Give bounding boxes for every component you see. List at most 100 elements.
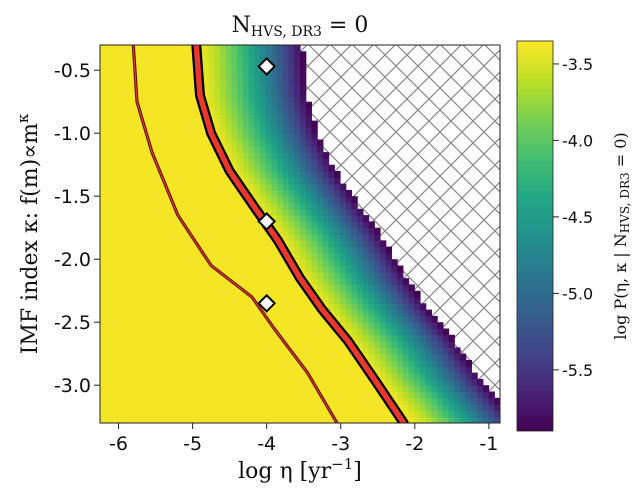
- heatmap-cell: [214, 378, 221, 386]
- heatmap-cell: [174, 290, 181, 298]
- heatmap-cell: [231, 51, 238, 59]
- heatmap-cell: [117, 183, 124, 191]
- heatmap-cell: [420, 353, 427, 361]
- heatmap-cell: [385, 303, 393, 311]
- heatmap-cell: [185, 171, 193, 178]
- heatmap-cell: [402, 290, 410, 298]
- heatmap-cell: [202, 284, 210, 292]
- heatmap-cell: [162, 120, 170, 128]
- heatmap-cell: [100, 70, 107, 78]
- heatmap-cell: [311, 126, 318, 134]
- heatmap-cell: [180, 82, 187, 90]
- heatmap-cell: [220, 278, 227, 285]
- heatmap-cell: [328, 234, 335, 241]
- heatmap-cell: [362, 234, 370, 241]
- heatmap-cell: [174, 416, 181, 423]
- heatmap-cell: [157, 404, 164, 411]
- heatmap-cell: [151, 391, 158, 399]
- heatmap-cell: [128, 133, 135, 141]
- heatmap-cell: [145, 57, 153, 65]
- heatmap-cell: [300, 133, 307, 141]
- heatmap-cell: [242, 139, 250, 147]
- heatmap-cell: [248, 322, 255, 330]
- heatmap-cell: [197, 360, 204, 367]
- heatmap-cell: [202, 246, 210, 254]
- heatmap-cell: [197, 353, 204, 361]
- heatmap-cell: [220, 196, 227, 204]
- heatmap-cell: [254, 158, 261, 166]
- heatmap-cell: [294, 234, 301, 241]
- heatmap-cell: [145, 152, 153, 159]
- heatmap-cell: [185, 347, 193, 355]
- heatmap-cell: [197, 215, 204, 222]
- heatmap-cell: [225, 366, 233, 374]
- heatmap-cell: [174, 202, 181, 210]
- heatmap-cell: [322, 378, 330, 386]
- heatmap-cell: [231, 208, 238, 216]
- heatmap-cell: [380, 372, 387, 380]
- heatmap-cell: [197, 234, 204, 241]
- heatmap-cell: [231, 221, 238, 229]
- heatmap-cell: [265, 126, 273, 134]
- heatmap-cell: [134, 208, 141, 216]
- heatmap-cell: [322, 183, 330, 191]
- heatmap-cell: [282, 63, 290, 71]
- heatmap-cell: [134, 196, 141, 204]
- heatmap-cell: [397, 303, 404, 311]
- heatmap-cell: [208, 164, 215, 172]
- heatmap-cell: [168, 240, 175, 248]
- heatmap-cell: [282, 76, 290, 84]
- heatmap-cell: [128, 416, 135, 423]
- heatmap-cell: [277, 95, 284, 103]
- heatmap-cell: [180, 177, 187, 185]
- marker-diamond: [257, 57, 277, 76]
- heatmap-cell: [322, 202, 330, 210]
- heatmap-cell: [214, 297, 221, 304]
- heatmap-cell: [408, 341, 415, 348]
- heatmap-cell: [214, 353, 221, 361]
- heatmap-cell: [265, 158, 273, 166]
- heatmap-cell: [145, 45, 153, 52]
- heatmap-cell: [237, 297, 244, 304]
- heatmap-cell: [345, 259, 353, 267]
- heatmap-cell: [345, 271, 353, 279]
- heatmap-cell: [122, 171, 130, 178]
- heatmap-cell: [248, 347, 255, 355]
- heatmap-cell: [294, 227, 301, 235]
- heatmap-cell: [208, 76, 215, 84]
- heatmap-cell: [385, 372, 393, 380]
- heatmap-cell: [105, 101, 113, 109]
- heatmap-cell: [334, 278, 341, 285]
- heatmap-cell: [448, 410, 455, 418]
- heatmap-cell: [260, 196, 267, 204]
- heatmap-cell: [242, 215, 250, 222]
- heatmap-cell: [162, 196, 170, 204]
- heatmap-cell: [351, 410, 358, 418]
- heatmap-cell: [300, 309, 307, 317]
- heatmap-cell: [168, 70, 175, 78]
- heatmap-cell: [277, 171, 284, 178]
- heatmap-cell: [122, 297, 130, 304]
- heatmap-cell: [180, 252, 187, 260]
- heatmap-cell: [254, 76, 261, 84]
- heatmap-cell: [317, 221, 324, 229]
- heatmap-cell: [425, 328, 433, 336]
- heatmap-cell: [140, 202, 147, 210]
- heatmap-cell: [128, 95, 135, 103]
- heatmap-cell: [380, 278, 387, 285]
- heatmap-cell: [191, 410, 198, 418]
- heatmap-cell: [162, 82, 170, 90]
- heatmap-cell: [185, 360, 193, 367]
- heatmap-cell: [111, 284, 118, 292]
- heatmap-cell: [248, 70, 255, 78]
- heatmap-cell: [174, 234, 181, 241]
- heatmap-cell: [408, 297, 415, 304]
- heatmap-cell: [151, 95, 158, 103]
- heatmap-cell: [345, 290, 353, 298]
- heatmap-cell: [117, 120, 124, 128]
- heatmap-cell: [374, 259, 381, 267]
- heatmap-cell: [128, 315, 135, 323]
- heatmap-cell: [265, 416, 273, 423]
- heatmap-cell: [128, 126, 135, 134]
- heatmap-cell: [174, 51, 181, 59]
